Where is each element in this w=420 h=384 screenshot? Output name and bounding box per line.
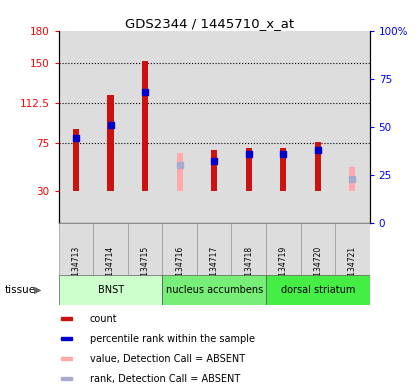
Text: GSM134714: GSM134714 xyxy=(106,246,115,292)
Bar xyxy=(61,377,72,380)
Bar xyxy=(128,31,163,223)
Bar xyxy=(231,31,266,223)
Point xyxy=(280,151,286,157)
Text: dorsal striatum: dorsal striatum xyxy=(281,285,355,295)
Text: count: count xyxy=(90,314,117,324)
Bar xyxy=(108,95,114,191)
FancyBboxPatch shape xyxy=(266,223,301,275)
Bar xyxy=(93,31,128,223)
FancyBboxPatch shape xyxy=(93,223,128,275)
Text: BNST: BNST xyxy=(97,285,123,295)
Bar xyxy=(73,129,79,191)
Point xyxy=(211,158,218,164)
Text: nucleus accumbens: nucleus accumbens xyxy=(165,285,263,295)
Point xyxy=(245,151,252,157)
FancyBboxPatch shape xyxy=(197,223,231,275)
Bar xyxy=(142,61,148,191)
Bar xyxy=(266,31,301,223)
Point xyxy=(142,89,149,95)
Text: GSM134715: GSM134715 xyxy=(141,246,150,292)
Bar xyxy=(335,31,370,223)
Bar xyxy=(59,31,93,223)
Bar xyxy=(61,337,72,340)
Text: GSM134721: GSM134721 xyxy=(348,246,357,292)
Bar xyxy=(280,148,286,191)
FancyBboxPatch shape xyxy=(128,223,163,275)
Text: GDS2344 / 1445710_x_at: GDS2344 / 1445710_x_at xyxy=(126,17,294,30)
Text: value, Detection Call = ABSENT: value, Detection Call = ABSENT xyxy=(90,354,245,364)
Point xyxy=(349,175,356,182)
Text: percentile rank within the sample: percentile rank within the sample xyxy=(90,334,255,344)
Point xyxy=(73,135,79,141)
Point xyxy=(176,162,183,168)
FancyBboxPatch shape xyxy=(301,223,335,275)
FancyBboxPatch shape xyxy=(266,275,370,305)
Text: ▶: ▶ xyxy=(34,285,42,295)
Bar xyxy=(246,148,252,191)
Bar xyxy=(176,153,183,191)
FancyBboxPatch shape xyxy=(59,223,93,275)
Text: GSM134720: GSM134720 xyxy=(313,246,322,292)
FancyBboxPatch shape xyxy=(335,223,370,275)
Text: GSM134717: GSM134717 xyxy=(210,246,219,292)
FancyBboxPatch shape xyxy=(231,223,266,275)
Text: GSM134716: GSM134716 xyxy=(175,246,184,292)
Bar xyxy=(61,317,72,320)
Bar xyxy=(349,167,355,191)
Bar xyxy=(211,150,217,191)
Bar xyxy=(61,357,72,360)
Point xyxy=(315,147,321,153)
Text: GSM134713: GSM134713 xyxy=(71,246,81,292)
FancyBboxPatch shape xyxy=(59,275,163,305)
Bar xyxy=(315,142,321,191)
Bar xyxy=(197,31,231,223)
FancyBboxPatch shape xyxy=(163,275,266,305)
Text: GSM134719: GSM134719 xyxy=(279,246,288,292)
Text: GSM134718: GSM134718 xyxy=(244,246,253,292)
Point xyxy=(107,122,114,128)
Text: rank, Detection Call = ABSENT: rank, Detection Call = ABSENT xyxy=(90,374,240,384)
Bar xyxy=(301,31,335,223)
FancyBboxPatch shape xyxy=(163,223,197,275)
Text: tissue: tissue xyxy=(4,285,35,295)
Bar xyxy=(163,31,197,223)
